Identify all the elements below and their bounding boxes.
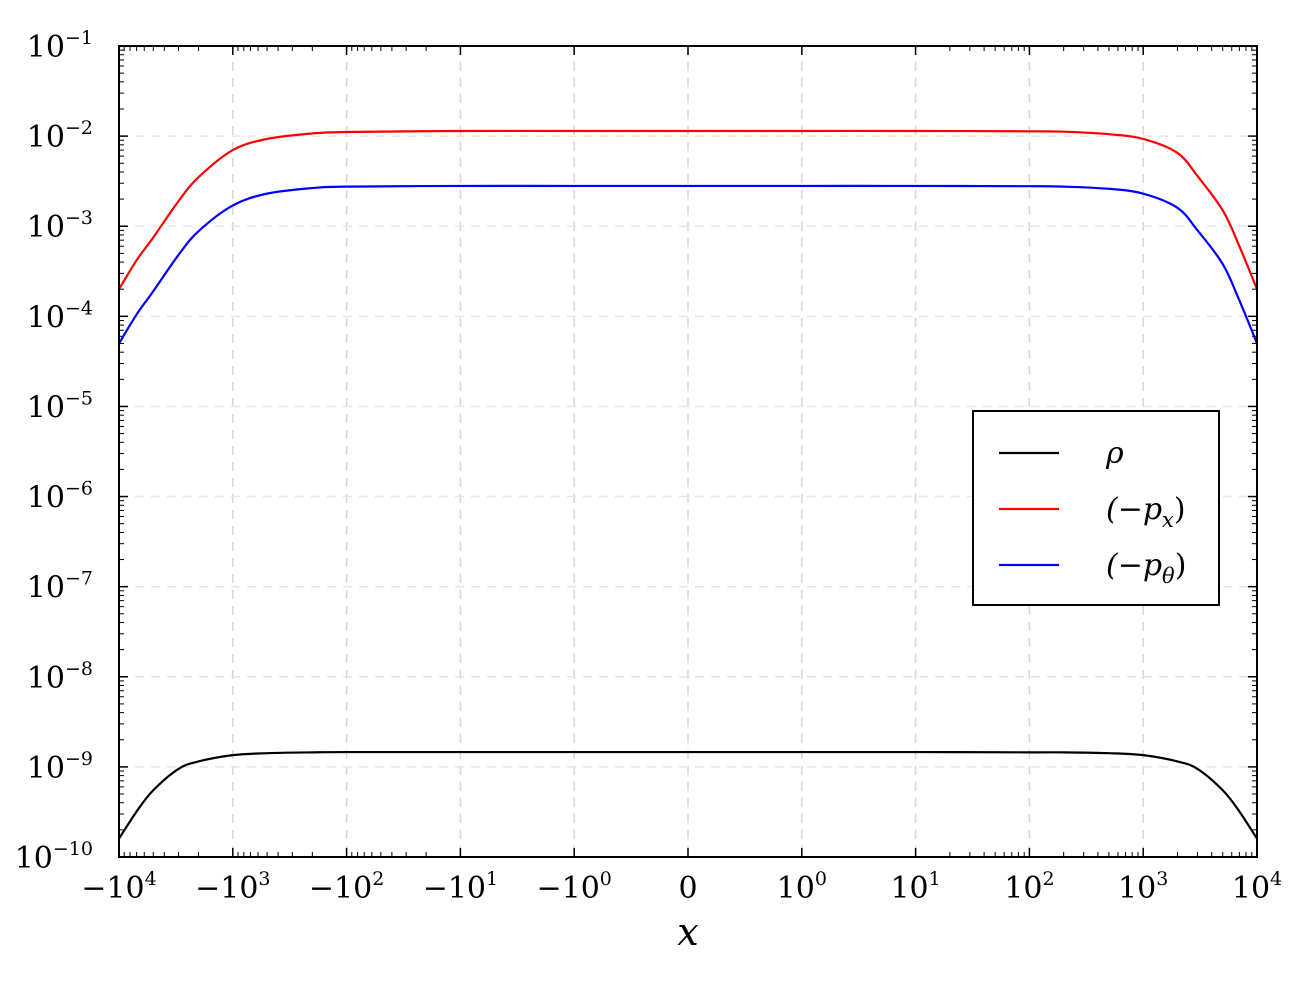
- x-tick-label-base: 10: [777, 871, 815, 906]
- x-tick-label: −103: [195, 868, 270, 906]
- legend-label-subscript: x: [1162, 508, 1174, 532]
- legend-label-part: (−p: [1106, 492, 1162, 527]
- legend-label: (−pθ): [1106, 548, 1186, 588]
- x-tick-label-base: −10: [195, 871, 258, 906]
- x-tick-labels: −104 −103 −102 −101 −100 0 100 101 102 103 104: [81, 868, 1282, 906]
- x-tick-label: 103: [1118, 868, 1168, 906]
- y-tick-label: 10−6: [27, 478, 93, 516]
- legend-label-part: (−p: [1106, 548, 1162, 583]
- x-tick-label-base: −10: [536, 871, 599, 906]
- y-tick-label: 10−1: [27, 27, 93, 65]
- x-tick-label-base: 0: [678, 871, 697, 906]
- y-tick-label: 10−4: [27, 297, 93, 335]
- y-tick-label-exponent: −9: [65, 748, 93, 770]
- x-tick-label-base: −10: [423, 871, 486, 906]
- y-tick-label-exponent: −5: [65, 387, 93, 409]
- y-tick-label: 10−5: [27, 387, 93, 425]
- x-tick-label-exponent: 4: [145, 868, 157, 890]
- y-tick-label-base: 10: [27, 30, 65, 65]
- x-tick-label-exponent: 0: [600, 868, 612, 890]
- y-tick-label: 10−10: [15, 838, 93, 876]
- y-tick-label-base: 10: [15, 841, 53, 876]
- x-tick-label-exponent: 4: [1270, 868, 1282, 890]
- y-tick-label: 10−3: [27, 207, 93, 245]
- series-line: [118, 129, 1259, 290]
- series-line: [118, 184, 1259, 345]
- y-tick-label-base: 10: [27, 300, 65, 335]
- x-tick-label-base: −10: [81, 871, 144, 906]
- x-tick-label-exponent: 2: [1042, 868, 1054, 890]
- y-tick-label: 10−9: [27, 748, 93, 786]
- y-tick-label: 10−7: [27, 568, 93, 606]
- x-tick-label: −101: [423, 868, 498, 906]
- y-tick-label-exponent: −8: [65, 658, 93, 680]
- legend: ρ(−px)(−pθ): [972, 410, 1220, 606]
- y-tick-label-base: 10: [27, 751, 65, 786]
- x-tick-label: −102: [309, 868, 384, 906]
- x-tick-label-exponent: 2: [372, 868, 384, 890]
- x-tick-label: 0: [678, 871, 697, 906]
- y-tick-label-base: 10: [27, 661, 65, 696]
- y-tick-label: 10−2: [27, 117, 93, 155]
- x-tick-label: 101: [890, 868, 940, 906]
- major-ticks: [118, 45, 1258, 858]
- y-tick-label-exponent: −10: [53, 838, 93, 860]
- x-tick-label: −104: [81, 868, 156, 906]
- legend-label-part: ): [1174, 492, 1186, 527]
- legend-label-subscript: θ: [1162, 564, 1175, 588]
- legend-label-part: ρ: [1105, 436, 1124, 471]
- y-tick-label-base: 10: [27, 210, 65, 245]
- x-tick-label: 104: [1232, 868, 1282, 906]
- x-tick-label: 102: [1004, 868, 1054, 906]
- legend-label-part: ): [1175, 548, 1187, 583]
- x-tick-label: 100: [777, 868, 827, 906]
- x-tick-label-exponent: 1: [486, 868, 498, 890]
- x-tick-label-base: 10: [1118, 871, 1156, 906]
- y-tick-label-base: 10: [27, 390, 65, 425]
- x-tick-label-base: 10: [890, 871, 928, 906]
- legend-label: ρ: [1105, 436, 1124, 471]
- series-lines: [118, 129, 1259, 840]
- y-tick-label: 10−8: [27, 658, 93, 696]
- x-axis-title: x: [677, 910, 698, 954]
- series-line: [118, 750, 1258, 840]
- x-tick-label-exponent: 3: [258, 868, 270, 890]
- y-tick-label-exponent: −6: [65, 478, 93, 500]
- x-tick-label-base: 10: [1232, 871, 1270, 906]
- y-tick-label-base: 10: [27, 120, 65, 155]
- y-tick-label-exponent: −4: [65, 297, 93, 319]
- x-tick-label-base: 10: [1004, 871, 1042, 906]
- y-tick-label-exponent: −2: [65, 117, 93, 139]
- y-tick-label-exponent: −1: [65, 27, 93, 49]
- y-tick-label-base: 10: [27, 481, 65, 516]
- legend-label: (−px): [1106, 492, 1186, 532]
- x-tick-label-base: −10: [309, 871, 372, 906]
- x-tick-label-exponent: 3: [1156, 868, 1168, 890]
- x-tick-label-exponent: 1: [929, 868, 941, 890]
- y-tick-label-exponent: −7: [65, 568, 93, 590]
- x-tick-label: −100: [536, 868, 611, 906]
- y-tick-label-base: 10: [27, 571, 65, 606]
- x-tick-label-exponent: 0: [815, 868, 827, 890]
- y-tick-label-exponent: −3: [65, 207, 93, 229]
- y-tick-labels: 10−110−210−310−410−510−610−710−810−910−1…: [15, 27, 93, 876]
